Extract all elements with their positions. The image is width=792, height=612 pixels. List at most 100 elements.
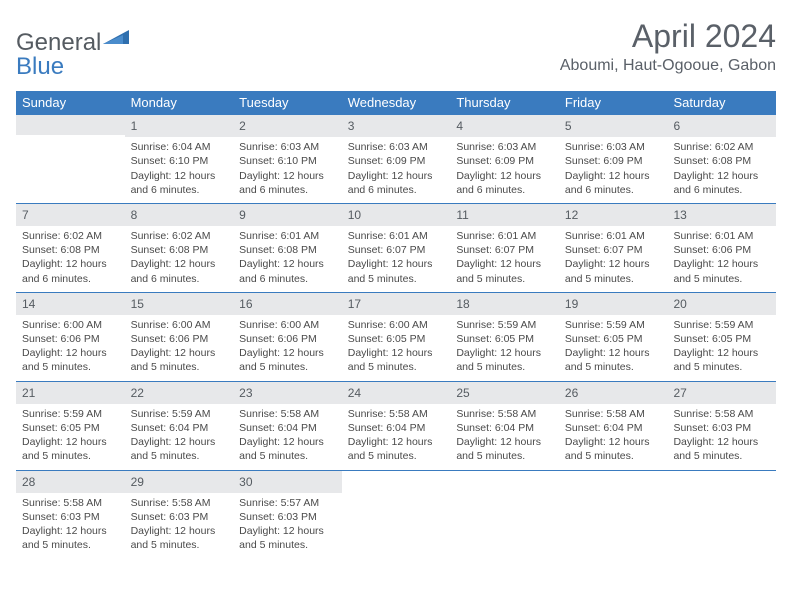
daylight-text: Daylight: 12 hours and 5 minutes. (565, 257, 662, 285)
day-body: Sunrise: 6:01 AMSunset: 6:07 PMDaylight:… (450, 229, 559, 286)
day-body: Sunrise: 6:03 AMSunset: 6:09 PMDaylight:… (342, 140, 451, 197)
sunset-text: Sunset: 6:08 PM (239, 243, 336, 257)
daylight-text: Daylight: 12 hours and 5 minutes. (673, 435, 770, 463)
weekday-header: Sunday (16, 91, 125, 115)
day-number: 11 (450, 204, 559, 226)
sunset-text: Sunset: 6:08 PM (131, 243, 228, 257)
daylight-text: Daylight: 12 hours and 5 minutes. (673, 346, 770, 374)
day-body: Sunrise: 6:01 AMSunset: 6:07 PMDaylight:… (559, 229, 668, 286)
day-body: Sunrise: 6:02 AMSunset: 6:08 PMDaylight:… (667, 140, 776, 197)
sunset-text: Sunset: 6:07 PM (456, 243, 553, 257)
sunrise-text: Sunrise: 5:59 AM (22, 407, 119, 421)
weekday-header: Friday (559, 91, 668, 115)
weekday-header-row: Sunday Monday Tuesday Wednesday Thursday… (16, 91, 776, 115)
day-number: 2 (233, 115, 342, 137)
day-body: Sunrise: 5:58 AMSunset: 6:04 PMDaylight:… (450, 407, 559, 464)
day-cell (16, 115, 125, 203)
day-body: Sunrise: 6:02 AMSunset: 6:08 PMDaylight:… (16, 229, 125, 286)
daylight-text: Daylight: 12 hours and 5 minutes. (131, 524, 228, 552)
brand-triangle-icon (103, 26, 129, 44)
brand-blue: Blue (16, 53, 64, 80)
day-body: Sunrise: 6:03 AMSunset: 6:10 PMDaylight:… (233, 140, 342, 197)
day-number: 22 (125, 382, 234, 404)
day-cell: 11 Sunrise: 6:01 AMSunset: 6:07 PMDayligh… (450, 204, 559, 292)
week-row: 21Sunrise: 5:59 AMSunset: 6:05 PMDayligh… (16, 382, 776, 471)
day-body: Sunrise: 6:00 AMSunset: 6:05 PMDaylight:… (342, 318, 451, 375)
day-number: 30 (233, 471, 342, 493)
sunset-text: Sunset: 6:09 PM (348, 154, 445, 168)
sunrise-text: Sunrise: 6:02 AM (673, 140, 770, 154)
day-cell: 10Sunrise: 6:01 AMSunset: 6:07 PMDayligh… (342, 204, 451, 292)
daylight-text: Daylight: 12 hours and 5 minutes. (456, 346, 553, 374)
sunrise-text: Sunrise: 5:58 AM (673, 407, 770, 421)
sunset-text: Sunset: 6:05 PM (565, 332, 662, 346)
sunrise-text: Sunrise: 5:58 AM (131, 496, 228, 510)
sunrise-text: Sunrise: 6:03 AM (565, 140, 662, 154)
sunset-text: Sunset: 6:03 PM (22, 510, 119, 524)
day-body: Sunrise: 5:59 AMSunset: 6:05 PMDaylight:… (559, 318, 668, 375)
day-body: Sunrise: 6:01 AMSunset: 6:08 PMDaylight:… (233, 229, 342, 286)
brand-gray: General (16, 29, 101, 56)
day-body: Sunrise: 5:57 AMSunset: 6:03 PMDaylight:… (233, 496, 342, 553)
calendar: Sunday Monday Tuesday Wednesday Thursday… (16, 91, 776, 558)
sunset-text: Sunset: 6:03 PM (673, 421, 770, 435)
daylight-text: Daylight: 12 hours and 5 minutes. (456, 257, 553, 285)
day-cell: 20Sunrise: 5:59 AMSunset: 6:05 PMDayligh… (667, 293, 776, 381)
sunset-text: Sunset: 6:08 PM (673, 154, 770, 168)
day-body: Sunrise: 5:59 AMSunset: 6:05 PMDaylight:… (667, 318, 776, 375)
sunrise-text: Sunrise: 6:01 AM (456, 229, 553, 243)
day-number: 19 (559, 293, 668, 315)
day-number: 28 (16, 471, 125, 493)
sunset-text: Sunset: 6:08 PM (22, 243, 119, 257)
sunrise-text: Sunrise: 6:00 AM (239, 318, 336, 332)
day-number: 4 (450, 115, 559, 137)
day-number: 15 (125, 293, 234, 315)
day-cell: 6 Sunrise: 6:02 AMSunset: 6:08 PMDaylight… (667, 115, 776, 203)
weekday-header: Tuesday (233, 91, 342, 115)
sunrise-text: Sunrise: 5:58 AM (565, 407, 662, 421)
day-number: 10 (342, 204, 451, 226)
sunrise-text: Sunrise: 5:58 AM (456, 407, 553, 421)
daylight-text: Daylight: 12 hours and 5 minutes. (239, 346, 336, 374)
day-number: 13 (667, 204, 776, 226)
day-number: 29 (125, 471, 234, 493)
weeks-container: 1Sunrise: 6:04 AMSunset: 6:10 PMDaylight… (16, 115, 776, 558)
day-cell: 3Sunrise: 6:03 AMSunset: 6:09 PMDaylight… (342, 115, 451, 203)
daylight-text: Daylight: 12 hours and 6 minutes. (131, 169, 228, 197)
day-body: Sunrise: 5:58 AMSunset: 6:04 PMDaylight:… (559, 407, 668, 464)
day-cell: 22 Sunrise: 5:59 AMSunset: 6:04 PMDayligh… (125, 382, 234, 470)
daylight-text: Daylight: 12 hours and 5 minutes. (348, 435, 445, 463)
day-number: 27 (667, 382, 776, 404)
day-cell: 4Sunrise: 6:03 AMSunset: 6:09 PMDaylight… (450, 115, 559, 203)
day-number: 6 (667, 115, 776, 137)
day-cell: 30 Sunrise: 5:57 AMSunset: 6:03 PMDayligh… (233, 471, 342, 559)
day-cell: 16Sunrise: 6:00 AMSunset: 6:06 PMDayligh… (233, 293, 342, 381)
day-cell: 23Sunrise: 5:58 AMSunset: 6:04 PMDayligh… (233, 382, 342, 470)
day-body: Sunrise: 5:58 AMSunset: 6:04 PMDaylight:… (233, 407, 342, 464)
sunrise-text: Sunrise: 6:04 AM (131, 140, 228, 154)
day-cell: 8Sunrise: 6:02 AMSunset: 6:08 PMDaylight… (125, 204, 234, 292)
day-cell: 26Sunrise: 5:58 AMSunset: 6:04 PMDayligh… (559, 382, 668, 470)
day-number: 9 (233, 204, 342, 226)
sunset-text: Sunset: 6:06 PM (239, 332, 336, 346)
day-number: 8 (125, 204, 234, 226)
day-cell: 15Sunrise: 6:00 AMSunset: 6:06 PMDayligh… (125, 293, 234, 381)
sunset-text: Sunset: 6:04 PM (239, 421, 336, 435)
day-cell (342, 471, 451, 559)
sunrise-text: Sunrise: 5:58 AM (22, 496, 119, 510)
day-body: Sunrise: 5:58 AMSunset: 6:03 PMDaylight:… (125, 496, 234, 553)
sunset-text: Sunset: 6:03 PM (239, 510, 336, 524)
sunrise-text: Sunrise: 6:00 AM (22, 318, 119, 332)
day-body: Sunrise: 5:59 AMSunset: 6:04 PMDaylight:… (125, 407, 234, 464)
daylight-text: Daylight: 12 hours and 6 minutes. (348, 169, 445, 197)
daylight-text: Daylight: 12 hours and 6 minutes. (22, 257, 119, 285)
day-cell: 5Sunrise: 6:03 AMSunset: 6:09 PMDaylight… (559, 115, 668, 203)
day-cell: 7Sunrise: 6:02 AMSunset: 6:08 PMDaylight… (16, 204, 125, 292)
daylight-text: Daylight: 12 hours and 5 minutes. (565, 435, 662, 463)
sunrise-text: Sunrise: 6:01 AM (348, 229, 445, 243)
day-body: Sunrise: 5:58 AMSunset: 6:03 PMDaylight:… (667, 407, 776, 464)
day-cell: 24Sunrise: 5:58 AMSunset: 6:04 PMDayligh… (342, 382, 451, 470)
sunrise-text: Sunrise: 5:59 AM (673, 318, 770, 332)
sunrise-text: Sunrise: 6:01 AM (565, 229, 662, 243)
sunset-text: Sunset: 6:09 PM (565, 154, 662, 168)
